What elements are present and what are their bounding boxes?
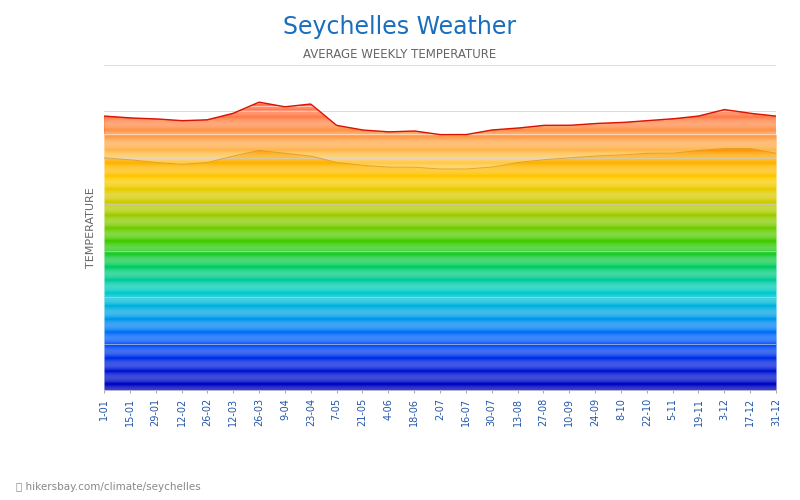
Y-axis label: TEMPERATURE: TEMPERATURE — [86, 187, 96, 268]
Text: AVERAGE WEEKLY TEMPERATURE: AVERAGE WEEKLY TEMPERATURE — [303, 48, 497, 60]
Text: 📍 hikersbay.com/climate/seychelles: 📍 hikersbay.com/climate/seychelles — [16, 482, 201, 492]
Text: Seychelles Weather: Seychelles Weather — [283, 15, 517, 39]
